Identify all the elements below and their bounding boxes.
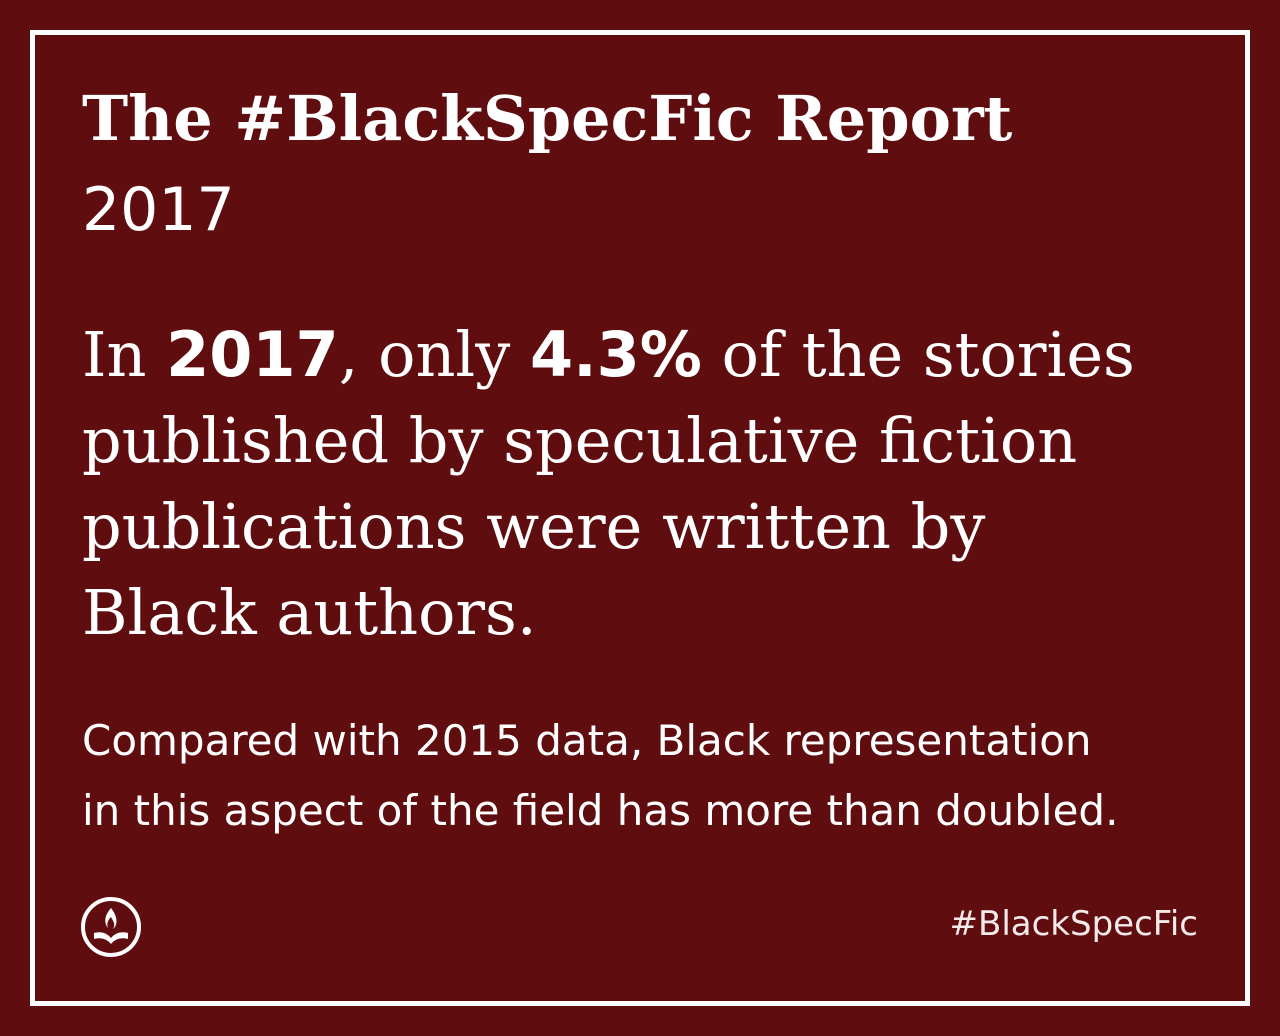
comparison-line-2: in this aspect of the field has more tha… [82, 786, 1119, 835]
headline-year: 2017 [166, 318, 339, 391]
flame-book-icon [80, 896, 142, 958]
headline-statement: In 2017, only 4.3% of the stories publis… [82, 312, 1192, 656]
headline-suffix: of the stories [701, 318, 1135, 391]
headline-percentage: 4.3% [529, 318, 702, 391]
report-title: The #BlackSpecFic Report [82, 82, 1013, 155]
headline-line-1: In 2017, only 4.3% of the stories [82, 312, 1192, 398]
border-frame [30, 30, 1250, 1006]
report-year: 2017 [82, 175, 235, 245]
headline-line-2: published by speculative fiction [82, 404, 1078, 477]
headline-prefix: In [82, 318, 167, 391]
comparison-note: Compared with 2015 data, Black represent… [82, 706, 1202, 846]
headline-line-3: publications were written by [82, 490, 986, 563]
headline-line-4: Black authors. [82, 576, 537, 649]
hashtag-label: #BlackSpecFic [949, 904, 1198, 944]
comparison-line-1: Compared with 2015 data, Black represent… [82, 716, 1092, 765]
headline-middle: , only [338, 318, 530, 391]
